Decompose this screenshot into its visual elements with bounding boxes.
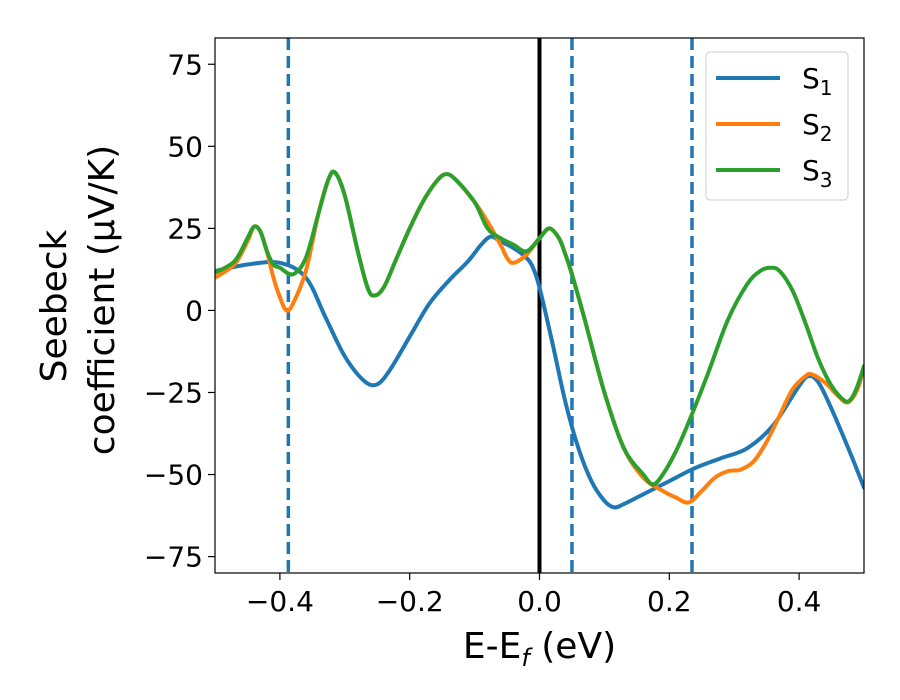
series-line-s3 — [215, 169, 864, 487]
legend-label-s2: S2 — [802, 108, 833, 146]
y-tick-label: −25 — [144, 376, 203, 409]
x-tick-label: −0.2 — [376, 585, 444, 618]
vertical-lines — [286, 38, 694, 573]
x-tick-label: −0.4 — [246, 585, 314, 618]
y-tick-label: 50 — [167, 130, 203, 163]
legend-label-s1: S1 — [802, 62, 833, 100]
series-line-s2 — [215, 169, 864, 505]
x-axis-ticks: −0.4 −0.2 0.0 0.2 0.4 — [246, 573, 821, 618]
x-tick-label: 0.0 — [517, 585, 562, 618]
series-line-s1 — [215, 234, 864, 510]
y-tick-label: −75 — [144, 541, 203, 574]
x-axis-title-main: E-E — [463, 626, 521, 667]
y-axis-title-line1: Seebeck — [34, 229, 75, 382]
y-tick-label: 25 — [167, 212, 203, 245]
y-tick-label: 0 — [185, 294, 203, 327]
series-lines — [215, 169, 864, 510]
x-axis-title: E-Ef (eV) — [463, 626, 616, 672]
y-axis-title-line2: coefficient (μV/K) — [82, 145, 123, 455]
y-tick-label: −50 — [144, 459, 203, 492]
x-tick-label: 0.2 — [647, 585, 692, 618]
x-tick-label: 0.4 — [777, 585, 822, 618]
y-tick-label: 75 — [167, 48, 203, 81]
legend: S1 S2 S3 — [705, 51, 849, 201]
x-axis-title-tail: (eV) — [530, 626, 616, 667]
legend-label-s3: S3 — [802, 154, 833, 192]
y-axis-ticks: 75 50 25 0 −25 −50 −75 — [144, 48, 215, 574]
